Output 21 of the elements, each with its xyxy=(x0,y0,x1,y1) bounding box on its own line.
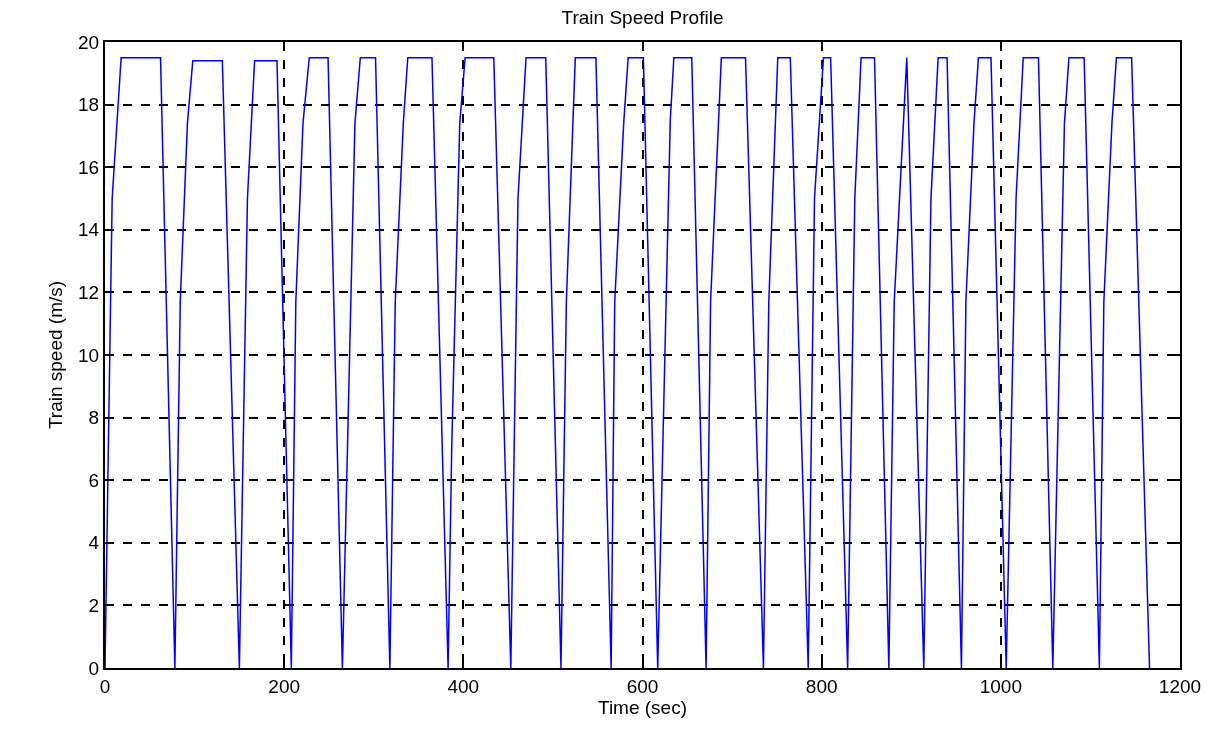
x-tick-label: 800 xyxy=(805,675,838,697)
y-axis-title: Train speed (m/s) xyxy=(45,280,67,430)
y-tick-label: 4 xyxy=(88,532,100,554)
y-tick-label: 20 xyxy=(78,31,100,53)
y-tick-label: 6 xyxy=(88,469,100,491)
x-tick-label: 600 xyxy=(626,675,659,697)
x-tick-label: 200 xyxy=(268,675,301,697)
x-tick-label: 400 xyxy=(447,675,480,697)
y-tick-label: 14 xyxy=(78,219,100,241)
y-tick-label: 2 xyxy=(88,595,100,617)
y-tick-label: 18 xyxy=(78,94,100,116)
x-tick-label: 1000 xyxy=(979,675,1022,697)
x-tick-label: 1200 xyxy=(1158,675,1202,697)
chart-title: Train Speed Profile xyxy=(561,7,724,29)
y-tick-label: 16 xyxy=(78,156,100,178)
x-axis-title: Time (sec) xyxy=(597,696,688,718)
line-series xyxy=(105,56,1151,668)
y-tick-label: 12 xyxy=(78,282,100,304)
y-tick-label: 0 xyxy=(88,657,100,679)
y-tick-label: 8 xyxy=(88,407,100,429)
y-tick-label: 10 xyxy=(78,344,100,366)
